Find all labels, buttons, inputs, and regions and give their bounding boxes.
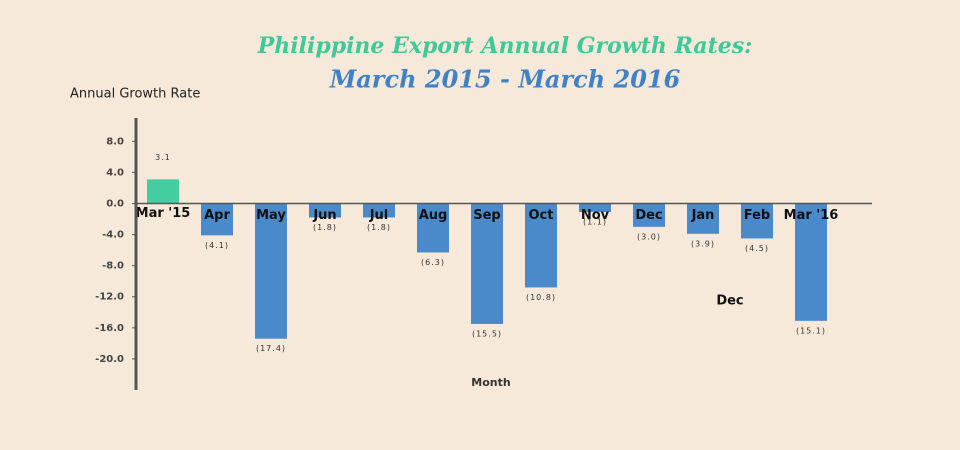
x-tick-label: Apr [204,208,230,223]
x-axis-label: Month [471,376,510,389]
value-label: (10.8) [526,293,556,302]
chart-subtitle: March 2015 - March 2016 [329,65,681,94]
y-axis-label: Annual Growth Rate [70,87,200,102]
y-tick-label: -8.0 [102,261,124,272]
bar [741,203,773,239]
y-tick-label: -20.0 [95,354,124,365]
value-label: (3.9) [691,239,715,248]
bar [147,179,179,204]
y-tick-label: 0.0 [106,198,124,209]
y-tick-label: -12.0 [95,292,124,303]
y-tick-label: -16.0 [95,323,124,334]
value-label: (15.1) [796,326,826,335]
bar [201,203,233,236]
bar [633,203,665,227]
bar [255,203,287,339]
value-label: 3.1 [155,153,171,162]
x-tick-label: Oct [529,208,554,223]
value-label: (4.1) [205,241,229,250]
x-tick-label: Dec [635,208,662,223]
value-label: (1.8) [367,223,391,232]
bar [417,203,449,253]
x-tick-label: Mar '16 [784,208,839,223]
bar [687,203,719,234]
y-tick-label: 8.0 [106,136,124,147]
chart-title: Philippine Export Annual Growth Rates: [257,33,753,59]
bar [795,203,827,321]
y-tick-label: 4.0 [106,167,124,178]
x-tick-label: Mar '15 [136,206,191,221]
value-label: (1.1) [583,218,607,227]
x-tick-label: Aug [419,208,448,223]
value-label: (17.4) [256,344,286,353]
bar [309,203,341,218]
value-label: (3.0) [637,232,661,241]
value-label: (4.5) [745,244,769,253]
value-label: (6.3) [421,258,445,267]
y-tick-label: -4.0 [102,230,124,241]
annotation: Dec [716,294,743,309]
x-tick-label: Jan [691,208,715,223]
bar [525,203,557,288]
x-tick-label: Nov [581,208,610,223]
x-tick-label: May [256,208,286,223]
x-tick-label: Sep [473,208,501,223]
value-label: (15.5) [472,329,502,338]
bar [363,203,395,218]
x-tick-label: Jun [312,208,336,223]
x-tick-label: Jul [369,208,389,223]
bar [579,203,611,213]
value-label: (1.8) [313,223,337,232]
bar [471,203,503,324]
x-tick-label: Feb [744,208,770,223]
